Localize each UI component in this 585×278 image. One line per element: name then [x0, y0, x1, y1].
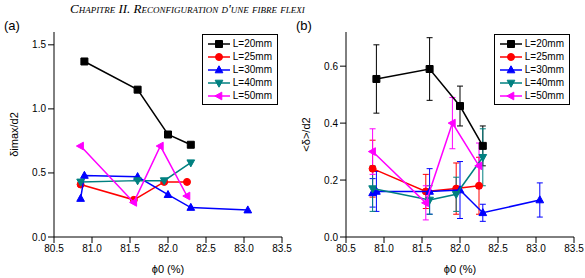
html-text:(a): (a): [4, 18, 20, 33]
svg-text:82.0: 82.0: [158, 243, 178, 254]
svg-text:81.5: 81.5: [120, 243, 140, 254]
html-text:L=50mm: L=50mm: [524, 90, 564, 101]
html-text:Chapitre II. Reconfiguration d: Chapitre II. Reconfiguration d'une fibre…: [70, 1, 305, 16]
svg-text:1.0: 1.0: [32, 103, 46, 114]
svg-text:81.0: 81.0: [374, 243, 394, 254]
svg-text:83.0: 83.0: [526, 243, 546, 254]
html-text:(b): (b): [296, 18, 312, 33]
html-text:L=50mm: L=50mm: [232, 90, 272, 101]
svg-text:0.0: 0.0: [32, 232, 46, 243]
html-text:L=40mm: L=40mm: [232, 77, 272, 88]
svg-text:82.5: 82.5: [488, 243, 508, 254]
svg-text:83.0: 83.0: [234, 243, 254, 254]
html-text:L=25mm: L=25mm: [524, 51, 564, 62]
svg-text:83.5: 83.5: [272, 243, 292, 254]
html-text:L=40mm: L=40mm: [524, 77, 564, 88]
svg-text:81.0: 81.0: [82, 243, 102, 254]
svg-text:82.5: 82.5: [196, 243, 216, 254]
svg-text:80.5: 80.5: [336, 243, 356, 254]
svg-text:0.4: 0.4: [324, 118, 338, 129]
svg-text:0.6: 0.6: [324, 61, 338, 72]
svg-text:ϕ0 (%): ϕ0 (%): [152, 263, 184, 275]
html-text:L=30mm: L=30mm: [232, 64, 272, 75]
svg-text:83.5: 83.5: [564, 243, 577, 254]
svg-text:0.5: 0.5: [32, 167, 46, 178]
html-text:L=25mm: L=25mm: [232, 51, 272, 62]
svg-text:81.5: 81.5: [412, 243, 432, 254]
html-text:L=30mm: L=30mm: [524, 64, 564, 75]
svg-text:ϕ0 (%): ϕ0 (%): [444, 263, 476, 275]
html-text:L=20mm: L=20mm: [524, 38, 564, 49]
html-text:L=20mm: L=20mm: [232, 38, 272, 49]
svg-text:<δ>/d2: <δ>/d2: [300, 117, 312, 151]
svg-text:0.2: 0.2: [324, 175, 338, 186]
svg-text:80.5: 80.5: [44, 243, 64, 254]
svg-text:δimax/d2: δimax/d2: [8, 112, 20, 157]
svg-text:1.5: 1.5: [32, 39, 46, 50]
svg-text:0.0: 0.0: [324, 232, 338, 243]
svg-text:82.0: 82.0: [450, 243, 470, 254]
